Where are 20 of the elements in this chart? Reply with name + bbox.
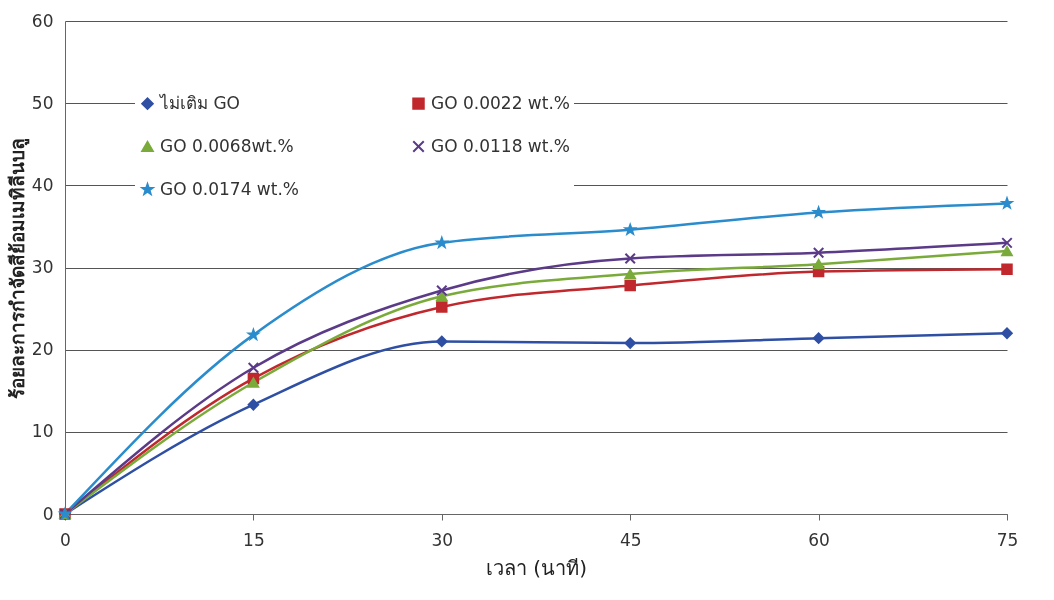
y-tick-label: 40 bbox=[31, 174, 54, 195]
y-axis-title: ร้อยละการกำจัดสีย้อมเมทิลีนบลู bbox=[5, 137, 30, 399]
x-tick-label: 30 bbox=[431, 529, 454, 550]
y-tick-label: 50 bbox=[31, 92, 54, 113]
legend-label: GO 0.0022 wt.% bbox=[431, 92, 570, 113]
x-tick-label: 60 bbox=[808, 529, 830, 550]
legend-label: GO 0.0174 wt.% bbox=[160, 178, 299, 199]
x-tick-label: 75 bbox=[996, 529, 1019, 550]
legend-label: GO 0.0068wt.% bbox=[160, 135, 294, 156]
y-tick-label: 30 bbox=[31, 257, 54, 277]
x-axis-title: เวลา (นาที) bbox=[486, 555, 587, 580]
x-tick-label: 45 bbox=[619, 529, 642, 550]
x-tick-label: 0 bbox=[60, 529, 71, 550]
legend-label: GO 0.0118 wt.% bbox=[431, 135, 570, 156]
y-tick-label: 60 bbox=[31, 10, 54, 31]
legend-label: ไม่เติม GO bbox=[158, 92, 240, 113]
y-tick-label: 0 bbox=[42, 503, 54, 524]
y-tick-label: 20 bbox=[31, 339, 54, 360]
x-tick-label: 15 bbox=[243, 529, 265, 550]
y-tick-label: 10 bbox=[31, 421, 54, 442]
